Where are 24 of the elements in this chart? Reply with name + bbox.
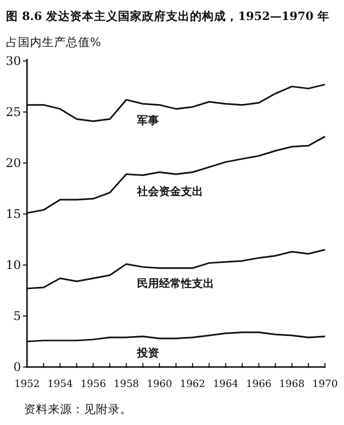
series-label: 投资 [136,346,159,360]
x-tick-label: 1968 [279,379,305,390]
y-tick-label: 10 [6,258,21,272]
x-tick-label: 1956 [80,379,106,390]
x-tick-label: 1958 [114,379,140,390]
x-tick-label: 1966 [246,379,272,390]
chart-title: 图 8.6 发达资本主义国家政府支出的构成，1952—1970 年 [6,9,330,23]
y-tick-label: 30 [6,54,21,68]
y-tick-label: 15 [6,207,21,221]
series-label: 民用经常性支出 [136,277,214,290]
y-tick-label: 20 [6,156,21,170]
y-tick-label: 0 [13,360,21,374]
x-tick-label: 1962 [180,379,206,390]
y-tick-label: 5 [13,309,21,323]
x-tick-label: 1952 [14,379,40,390]
x-tick-label: 1960 [146,379,172,390]
text: 资料来源：见附录。 [24,402,132,416]
series-label: 社会资金支出 [136,185,203,198]
series-label: 军事 [136,114,159,127]
x-tick-label: 1964 [212,379,238,390]
y-tick-label: 25 [6,105,21,119]
y-axis-title: 占国内生产总值% [6,35,101,49]
x-tick-label: 1954 [47,379,73,390]
x-tick-label: 1970 [312,379,338,390]
